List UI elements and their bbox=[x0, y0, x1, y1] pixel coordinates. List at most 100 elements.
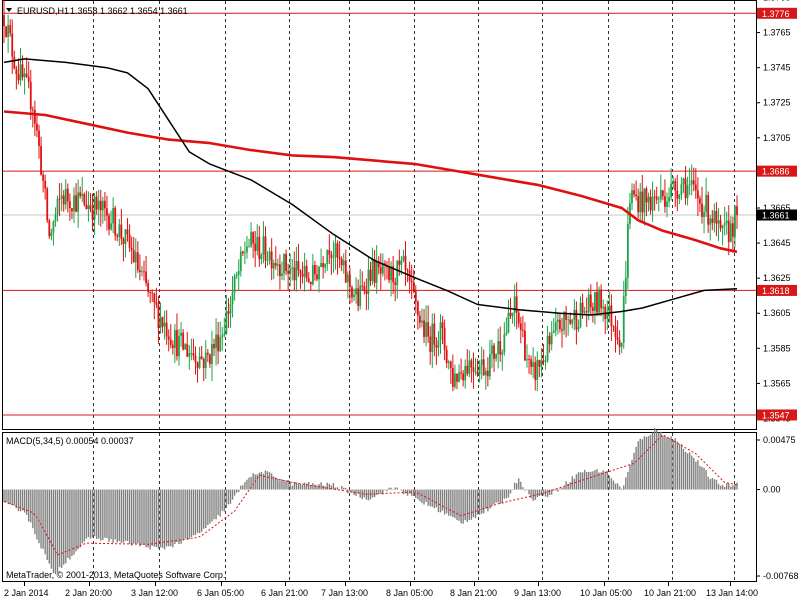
candle-body bbox=[511, 312, 514, 317]
candle-body bbox=[429, 336, 432, 352]
candle-body bbox=[266, 260, 269, 261]
candle-body bbox=[472, 367, 475, 372]
candle-body bbox=[215, 334, 217, 349]
candle-body bbox=[132, 249, 135, 263]
candle-body bbox=[373, 258, 376, 283]
candle-body bbox=[349, 274, 351, 288]
candle-body bbox=[542, 360, 545, 362]
candle-body bbox=[223, 333, 226, 336]
price-pane[interactable]: EURUSD,H1 1.3658 1.3662 1.3654 1.3661 bbox=[2, 0, 757, 430]
macd-pane-frame bbox=[2, 432, 757, 582]
macd-pane[interactable]: MACD(5,34,5) 0.00054 0.00037 MetaTrader,… bbox=[2, 428, 799, 582]
time-tick-label: 6 Jan 05:00 bbox=[197, 588, 244, 598]
candle-body bbox=[608, 305, 611, 313]
candle-body bbox=[342, 260, 345, 266]
candle-body bbox=[707, 195, 710, 225]
candle-body bbox=[655, 196, 658, 200]
candle-body bbox=[363, 286, 366, 292]
candle-body bbox=[116, 235, 119, 237]
time-tick-label: 8 Jan 05:00 bbox=[386, 588, 433, 598]
candle-body bbox=[316, 274, 318, 280]
candle-body bbox=[375, 261, 378, 283]
candle-body bbox=[466, 365, 469, 374]
candle-body bbox=[85, 204, 88, 210]
candle-body bbox=[7, 25, 10, 37]
candle-body bbox=[60, 195, 63, 199]
candle-body bbox=[367, 269, 370, 294]
candle-body bbox=[128, 234, 131, 248]
candle-body bbox=[458, 372, 460, 382]
candle-body bbox=[64, 188, 67, 205]
candle-body bbox=[124, 229, 127, 244]
macd-signal bbox=[3, 434, 738, 556]
candle-body bbox=[206, 352, 209, 355]
candle-body bbox=[414, 291, 417, 302]
candle-body bbox=[15, 68, 18, 75]
price-tick-label: 1.3785 bbox=[763, 0, 791, 2]
candle-body bbox=[690, 180, 693, 185]
collapse-triangle-icon[interactable] bbox=[6, 8, 12, 12]
candle-body bbox=[56, 198, 59, 215]
candle-body bbox=[73, 195, 75, 212]
candle-body bbox=[23, 73, 26, 78]
candle-body bbox=[330, 254, 333, 258]
ohlc-label: 1.3658 1.3662 1.3654 1.3661 bbox=[70, 6, 188, 16]
macd-label: MACD(5,34,5) 0.00054 0.00037 bbox=[6, 436, 134, 446]
price-pane-frame bbox=[2, 0, 757, 430]
candle-body bbox=[260, 254, 263, 260]
candle-body bbox=[577, 327, 580, 330]
candle-body bbox=[235, 274, 238, 277]
price-level-label: 1.3776 bbox=[762, 9, 790, 19]
candle-body bbox=[433, 323, 436, 345]
candle-body bbox=[87, 205, 90, 210]
candle-body bbox=[550, 333, 553, 345]
candle-body bbox=[110, 223, 112, 230]
time-tick-label: 10 Jan 21:00 bbox=[644, 588, 696, 598]
candle-body bbox=[151, 292, 154, 294]
candle-body bbox=[421, 320, 423, 323]
candle-body bbox=[569, 319, 572, 324]
candle-body bbox=[46, 188, 49, 221]
candle-body bbox=[190, 353, 193, 354]
price-tick-label: 1.3585 bbox=[763, 343, 791, 353]
candle-body bbox=[499, 341, 502, 355]
candle-body bbox=[649, 196, 652, 211]
candle-body bbox=[680, 184, 683, 195]
candle-body bbox=[231, 292, 234, 304]
time-tick-label: 6 Jan 21:00 bbox=[261, 588, 308, 598]
candle-body bbox=[600, 289, 603, 309]
candle-body bbox=[42, 174, 45, 181]
candle-body bbox=[353, 294, 355, 298]
candle-body bbox=[703, 211, 705, 217]
candle-body bbox=[27, 76, 30, 83]
candle-body bbox=[270, 251, 273, 269]
candle-body bbox=[501, 352, 504, 355]
candle-body bbox=[701, 203, 703, 217]
candle-body bbox=[645, 188, 648, 203]
candle-body bbox=[233, 276, 236, 293]
candle-body bbox=[196, 362, 199, 368]
candle-body bbox=[552, 330, 555, 334]
candle-body bbox=[668, 196, 670, 202]
candle-body bbox=[635, 194, 638, 197]
price-level-box bbox=[757, 7, 797, 19]
candle-body bbox=[476, 371, 479, 375]
price-tick-label: 1.3665 bbox=[763, 203, 791, 213]
candle-body bbox=[138, 270, 141, 272]
candle-body bbox=[202, 358, 205, 368]
candle-body bbox=[443, 328, 446, 350]
price-tick-label: 1.3745 bbox=[763, 63, 791, 73]
candle-body bbox=[643, 188, 646, 213]
candle-body bbox=[536, 359, 539, 380]
candle-body bbox=[729, 223, 732, 242]
candle-body bbox=[631, 190, 633, 204]
candle-body bbox=[351, 287, 353, 298]
candle-body bbox=[661, 190, 664, 197]
candle-body bbox=[474, 371, 477, 373]
time-tick-label: 2 Jan 2014 bbox=[4, 588, 49, 598]
candle-body bbox=[462, 373, 465, 381]
candle-body bbox=[497, 341, 500, 355]
candle-body bbox=[338, 257, 341, 260]
candle-body bbox=[155, 302, 158, 305]
